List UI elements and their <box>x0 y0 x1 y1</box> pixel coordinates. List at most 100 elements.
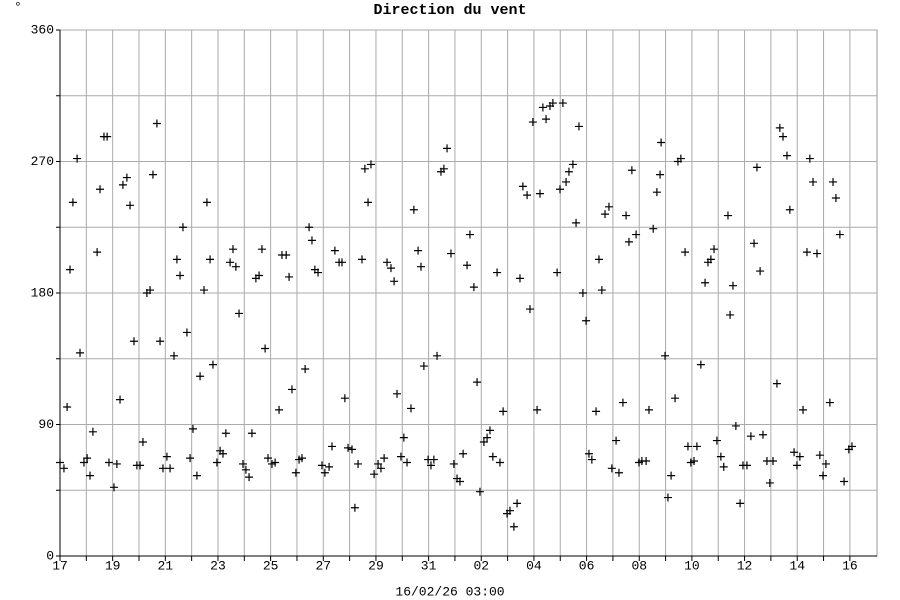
data-point <box>607 464 616 473</box>
data-point <box>644 405 653 414</box>
x-tick-label: 08 <box>631 558 647 573</box>
data-point <box>723 211 732 220</box>
data-point <box>473 378 482 387</box>
data-point <box>701 278 710 287</box>
data-point <box>671 394 680 403</box>
data-point <box>118 180 127 189</box>
data-point <box>403 458 412 467</box>
data-point <box>825 398 834 407</box>
data-point <box>337 258 346 267</box>
data-point <box>831 194 840 203</box>
data-point <box>548 99 557 108</box>
x-tick-label: 21 <box>158 558 174 573</box>
data-point <box>93 248 102 257</box>
data-point <box>357 255 366 264</box>
data-point <box>176 271 185 280</box>
data-point <box>76 348 85 357</box>
x-tick-label: 16 <box>842 558 858 573</box>
y-tick-label: 180 <box>31 285 54 300</box>
data-point <box>170 351 179 360</box>
data-point <box>594 255 603 264</box>
data-point <box>235 309 244 318</box>
data-point <box>488 452 497 461</box>
data-point <box>483 433 492 442</box>
data-point <box>681 248 690 257</box>
data-point <box>663 493 672 502</box>
data-point <box>802 248 811 257</box>
data-point <box>495 458 504 467</box>
x-tick-label: 17 <box>52 558 68 573</box>
data-point <box>129 337 138 346</box>
data-point <box>479 438 488 447</box>
data-point <box>247 429 256 438</box>
x-axis-label: 16/02/26 03:00 <box>395 584 504 599</box>
x-tick-label: 23 <box>210 558 226 573</box>
y-axis-label: ° <box>14 0 22 14</box>
data-point <box>582 316 591 325</box>
data-point <box>622 211 631 220</box>
data-point <box>152 119 161 128</box>
data-point <box>86 471 95 480</box>
data-point <box>696 360 705 369</box>
data-point <box>632 230 641 239</box>
data-point <box>683 442 692 451</box>
data-point <box>731 421 740 430</box>
data-point <box>122 173 131 182</box>
data-point <box>370 470 379 479</box>
data-point <box>285 272 294 281</box>
data-point <box>376 464 385 473</box>
data-point <box>779 132 788 141</box>
data-point <box>409 205 418 214</box>
data-point <box>736 499 745 508</box>
data-point <box>568 160 577 169</box>
data-point <box>809 177 818 186</box>
data-point <box>513 499 522 508</box>
data-point <box>206 255 215 264</box>
data-point <box>463 261 472 270</box>
data-point <box>449 459 458 468</box>
data-point <box>815 451 824 460</box>
data-point <box>360 164 369 173</box>
data-point <box>618 398 627 407</box>
data-point <box>765 478 774 487</box>
data-point <box>785 205 794 214</box>
data-point <box>505 506 514 515</box>
data-point <box>597 286 606 295</box>
data-point <box>325 462 334 471</box>
data-point <box>96 185 105 194</box>
data-point <box>390 277 399 286</box>
data-point <box>148 170 157 179</box>
data-point <box>578 289 587 297</box>
y-tick-label: 0 <box>46 548 54 563</box>
data-point <box>261 344 270 353</box>
data-point <box>835 230 844 239</box>
data-point <box>386 264 395 273</box>
data-point <box>667 471 676 480</box>
data-point <box>772 379 781 388</box>
data-point <box>592 407 601 416</box>
data-point <box>340 394 349 403</box>
data-point <box>291 468 300 477</box>
data-point <box>172 255 181 264</box>
data-point <box>374 459 383 468</box>
data-point <box>493 268 502 277</box>
y-tick-label: 360 <box>31 22 54 37</box>
data-point <box>564 167 573 176</box>
data-point <box>553 268 562 277</box>
data-point <box>614 468 623 477</box>
data-point <box>136 461 145 470</box>
data-point <box>558 99 567 108</box>
data-point <box>166 464 175 473</box>
data-point <box>515 274 524 283</box>
data-point <box>485 426 494 435</box>
data-point <box>555 185 564 194</box>
data-point <box>406 404 415 413</box>
data-point <box>79 458 88 467</box>
data-point <box>347 445 356 454</box>
data-point <box>287 385 296 394</box>
data-point <box>344 443 353 452</box>
data-point <box>627 166 636 175</box>
data-point <box>330 246 339 255</box>
data-point <box>416 262 425 271</box>
data-point <box>426 461 435 470</box>
